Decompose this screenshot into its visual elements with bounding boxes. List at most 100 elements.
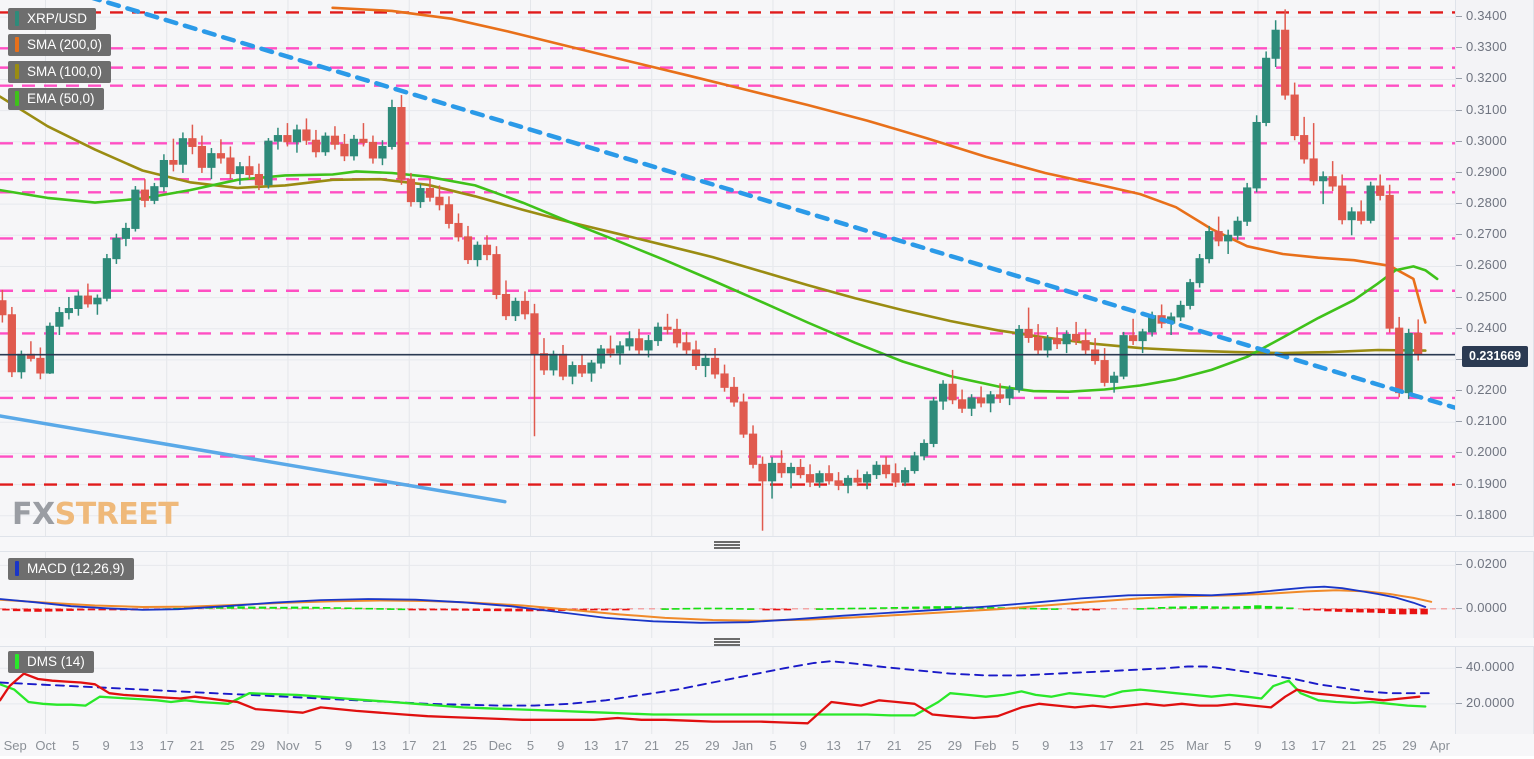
candlestick xyxy=(891,463,900,488)
macd-histogram-bar xyxy=(1179,606,1187,609)
macd-histogram-bar xyxy=(483,608,491,612)
current-price-badge: 0.231669 xyxy=(1462,345,1529,367)
macd-histogram-bar xyxy=(547,608,555,612)
macd-histogram-bar xyxy=(397,608,406,611)
legend-ema50[interactable]: EMA (50,0) xyxy=(8,88,104,110)
legend-dms[interactable]: DMS (14) xyxy=(8,651,94,673)
date-axis-tick-label: 9 xyxy=(799,738,807,753)
candlestick xyxy=(1033,324,1043,355)
price-axis[interactable]: 0.3400 0.3300 0.3200 0.3100 0.3000 0.2900 0.28… xyxy=(1455,0,1534,536)
candlestick xyxy=(197,135,207,173)
candlestick xyxy=(178,132,188,173)
candle-body xyxy=(1300,135,1309,160)
candle-body xyxy=(197,145,207,168)
candlestick xyxy=(596,344,606,369)
price-axis-tick-label: 0.2400 xyxy=(1466,319,1507,335)
candlestick xyxy=(1205,225,1214,264)
date-axis-tick-label: 9 xyxy=(1042,738,1050,753)
date-axis[interactable]: Sep Oct 5 9 13 17 21 25 29 Nov 5 9 13 17 21 25 Dec 5 9 13 17… xyxy=(0,738,1534,759)
candlestick xyxy=(83,283,92,308)
candle-body xyxy=(359,138,368,143)
candle-body xyxy=(368,141,378,159)
candlestick xyxy=(150,182,159,205)
macd-histogram-bar xyxy=(725,607,733,610)
candle-body xyxy=(425,188,435,198)
panel-resize-grip-dms[interactable] xyxy=(714,638,740,647)
candlestick xyxy=(653,322,663,346)
candlestick xyxy=(862,471,872,490)
date-axis-tick-label: 5 xyxy=(1011,738,1020,753)
macd-histogram-bar xyxy=(682,607,691,610)
candle-body xyxy=(235,166,245,175)
candle-body xyxy=(1195,258,1204,284)
macd-histogram-bar xyxy=(858,607,867,610)
candlestick xyxy=(292,124,302,153)
candlestick xyxy=(881,456,891,479)
candlestick xyxy=(264,138,273,189)
macd-histogram-bar xyxy=(355,607,363,610)
macd-axis-tick-label: 0.0200 xyxy=(1466,556,1507,572)
candlestick xyxy=(663,313,672,335)
legend-ema50-swatch xyxy=(15,91,19,106)
macd-histogram-bar xyxy=(55,608,64,612)
candle-body xyxy=(273,135,283,142)
candle-body xyxy=(83,295,92,305)
legend-sma200[interactable]: SMA (200,0) xyxy=(8,34,112,56)
macd-histogram-bar xyxy=(579,608,587,611)
candle-body xyxy=(397,107,406,180)
candlestick xyxy=(1110,371,1119,393)
sma200-line xyxy=(331,6,1427,324)
fxstreet-watermark: FXSTREET xyxy=(12,497,179,532)
panel-resize-grip-macd[interactable] xyxy=(714,541,740,550)
candlestick xyxy=(729,377,739,407)
date-axis-tick-label: 9 xyxy=(344,738,353,753)
macd-histogram-bar xyxy=(1409,608,1418,615)
price-axis-tick-mark xyxy=(1456,358,1462,360)
legend-symbol-label: XRP/USD xyxy=(27,11,88,26)
macd-histogram-bar xyxy=(12,608,21,612)
dms-axis[interactable]: 40.0000 20.0000 xyxy=(1455,647,1534,734)
candlestick xyxy=(1138,328,1147,354)
candle-body xyxy=(625,338,634,347)
macd-histogram-bar xyxy=(1168,606,1177,609)
candlestick xyxy=(1053,327,1062,350)
candle-body xyxy=(1129,335,1138,342)
candlestick xyxy=(416,183,425,208)
candle-body xyxy=(1053,338,1062,345)
date-axis-tick-label: 13 xyxy=(129,738,144,753)
candle-body xyxy=(1252,121,1261,189)
candlestick xyxy=(1233,216,1242,240)
legend-sma100[interactable]: SMA (100,0) xyxy=(8,61,112,83)
macd-histogram-bar xyxy=(736,608,744,610)
macd-histogram-bar xyxy=(1334,608,1343,612)
date-axis-tick-label: 13 xyxy=(1281,738,1296,753)
candle-body xyxy=(492,254,501,295)
price-axis-tick-label: 0.2900 xyxy=(1466,163,1507,179)
macd-axis[interactable]: 0.0200 0.0000 xyxy=(1455,552,1534,638)
macd-histogram-bar xyxy=(1420,608,1428,615)
candle-body xyxy=(587,362,596,374)
date-axis-tick-label: 21 xyxy=(886,738,902,753)
candlestick xyxy=(625,331,634,351)
descending-resistance xyxy=(91,0,1455,411)
candle-body xyxy=(710,357,720,375)
candle-body xyxy=(1357,211,1366,221)
legend-sma100-swatch xyxy=(15,64,19,79)
candle-body xyxy=(188,138,197,147)
legend-macd[interactable]: MACD (12,26,9) xyxy=(8,558,134,580)
candle-body xyxy=(1214,231,1223,242)
macd-histogram-bar xyxy=(419,608,427,611)
legend-macd-label: MACD (12,26,9) xyxy=(27,561,125,576)
legend-symbol[interactable]: XRP/USD xyxy=(8,8,97,30)
candlestick xyxy=(710,348,720,379)
candle-body xyxy=(777,462,786,474)
date-axis-tick-label: 5 xyxy=(314,738,322,753)
macd-histogram-bar xyxy=(1232,606,1241,609)
candle-body xyxy=(1224,234,1233,242)
candle-body xyxy=(976,397,986,404)
candlestick xyxy=(387,99,397,150)
price-axis-tick-mark xyxy=(1456,452,1462,454)
candle-body xyxy=(1033,336,1043,351)
price-axis-tick-mark xyxy=(1456,265,1462,267)
candlestick xyxy=(644,335,653,358)
